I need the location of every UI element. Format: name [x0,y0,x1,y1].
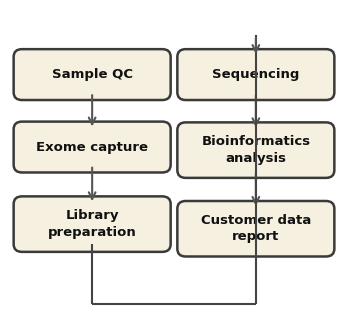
FancyBboxPatch shape [14,196,171,252]
FancyBboxPatch shape [177,49,334,100]
FancyBboxPatch shape [177,122,334,178]
FancyBboxPatch shape [14,122,171,173]
Text: Sequencing: Sequencing [212,68,300,81]
Text: Library
preparation: Library preparation [48,209,136,239]
Text: Customer data
report: Customer data report [201,214,311,243]
Text: Bioinformatics
analysis: Bioinformatics analysis [201,135,310,165]
Text: Exome capture: Exome capture [36,140,148,154]
Text: Sample QC: Sample QC [52,68,133,81]
FancyBboxPatch shape [14,49,171,100]
FancyBboxPatch shape [177,201,334,256]
